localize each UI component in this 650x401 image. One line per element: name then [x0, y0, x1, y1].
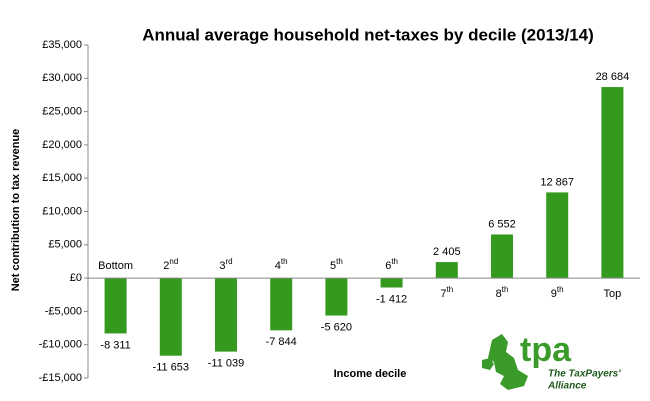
value-label: 12 867 [540, 176, 574, 188]
x-axis-title: Income decile [334, 368, 407, 380]
logo-map [488, 334, 528, 390]
bar [435, 262, 458, 279]
logo-tagline: Alliance [547, 381, 587, 392]
value-label: 28 684 [596, 71, 630, 83]
y-axis-title: Net contribution to tax revenue [10, 129, 22, 292]
bar [159, 278, 182, 356]
chart-title: Annual average household net-taxes by de… [142, 25, 594, 44]
bar [325, 278, 348, 316]
logo-map-island [482, 358, 494, 370]
value-label: 6 552 [488, 218, 516, 230]
y-tick-label: £20,000 [42, 139, 82, 151]
value-label: -8 311 [100, 339, 130, 351]
y-tick-label: -£10,000 [39, 339, 82, 351]
x-tick-label: 5th [330, 257, 343, 272]
logo-tagline: The TaxPayers' [548, 369, 621, 380]
y-tick-label: £15,000 [42, 172, 82, 184]
value-label: -11 653 [153, 362, 190, 374]
value-label: -1 412 [376, 293, 407, 305]
bar [546, 192, 569, 279]
value-label: -5 620 [321, 321, 352, 333]
x-tick-label: 9th [551, 285, 564, 300]
bar [601, 87, 624, 279]
x-tick-label: 7th [440, 285, 453, 300]
x-tick-label: 8th [496, 285, 509, 300]
bar [215, 278, 237, 352]
bar [270, 278, 293, 331]
y-tick-label: £10,000 [42, 205, 82, 217]
y-tick-label: £0 [70, 272, 82, 284]
x-tick-label: 3rd [219, 257, 232, 272]
x-tick-label: 6th [385, 257, 398, 272]
x-tick-label: 4th [275, 257, 288, 272]
logo: tpa The TaxPayers' Alliance [482, 331, 621, 392]
y-tick-label: -£5,000 [45, 305, 82, 317]
y-tick-label: £30,000 [42, 72, 82, 84]
bar [380, 278, 403, 288]
bar [104, 278, 127, 334]
bar [491, 234, 513, 279]
y-tick-label: -£15,000 [39, 372, 82, 384]
y-tick-label: £35,000 [42, 39, 82, 51]
value-label: 2 405 [433, 246, 461, 258]
y-tick-label: £5,000 [48, 239, 82, 251]
logo-text: tpa [520, 331, 572, 369]
x-tick-label: Bottom [98, 260, 133, 272]
value-label: -7 844 [266, 336, 297, 348]
value-label: -11 039 [208, 358, 245, 370]
x-tick-label: Top [604, 288, 622, 300]
y-tick-label: £25,000 [42, 106, 82, 118]
x-tick-label: 2nd [163, 257, 178, 272]
